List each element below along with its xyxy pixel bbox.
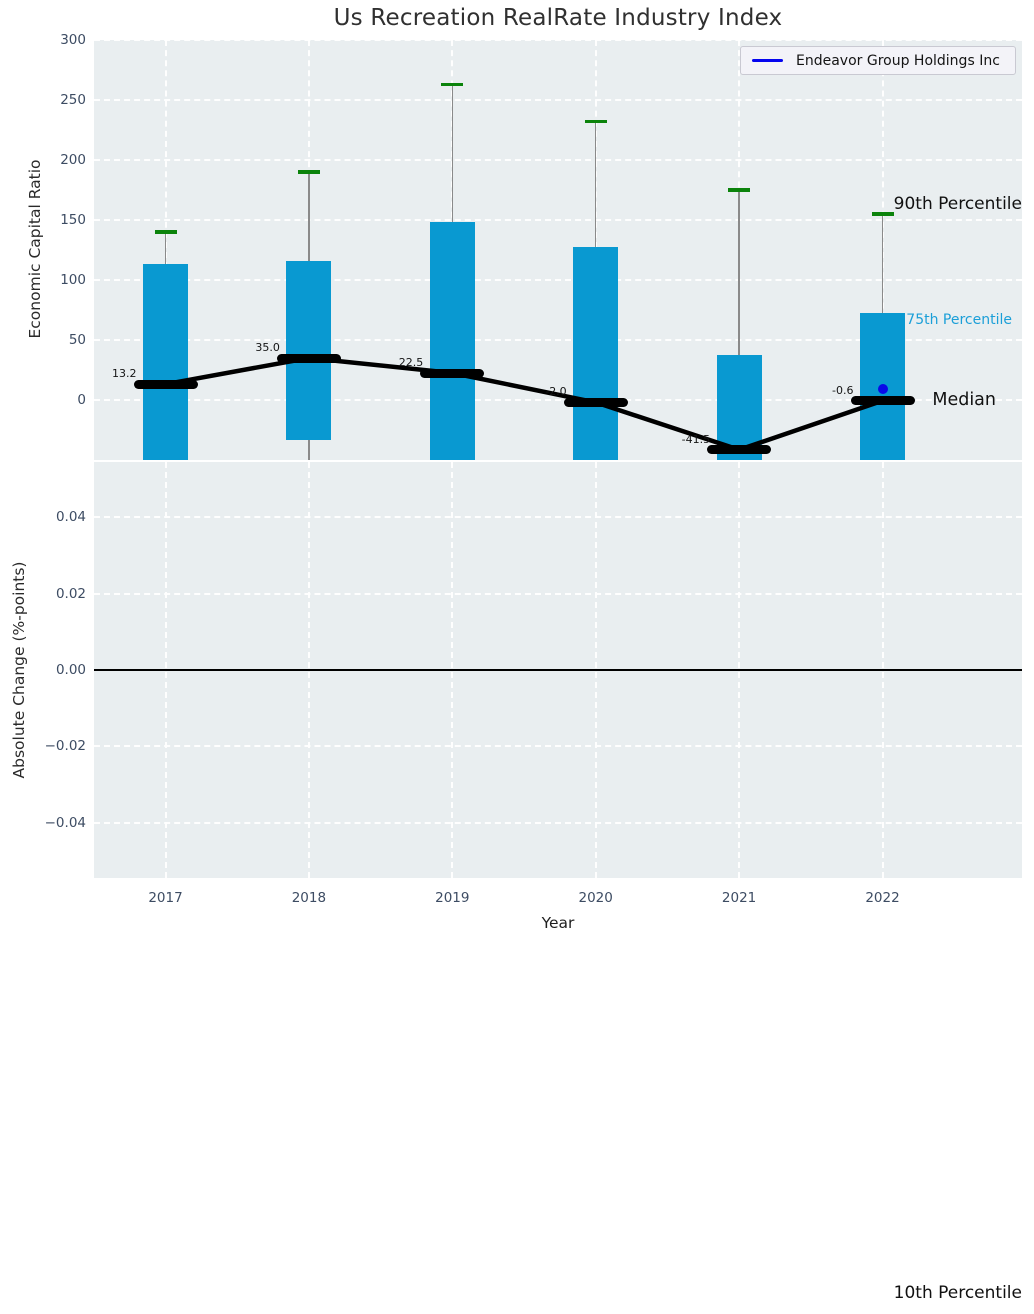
- median-marker: [707, 445, 772, 455]
- top-y-axis-label: Economic Capital Ratio: [26, 159, 44, 339]
- y-tick-label: 0.00: [55, 662, 86, 678]
- gridline: [94, 516, 1022, 519]
- p90-cap: [871, 212, 894, 216]
- median-annotation: Median: [932, 390, 996, 410]
- box-bar: [143, 264, 188, 460]
- p90-cap: [154, 230, 177, 234]
- y-tick-label: 0.02: [55, 585, 86, 602]
- legend-line-icon: [752, 58, 783, 63]
- x-tick-label: 2019: [435, 890, 470, 906]
- y-tick-label: −0.02: [44, 738, 86, 755]
- median-value-label: -41.5: [681, 432, 711, 446]
- whisker-line: [738, 190, 740, 460]
- median-value-label: 13.2: [112, 367, 137, 381]
- median-value-label: 22.5: [398, 356, 424, 369]
- top-subplot-axes: 13.2 35.0 22.5 -2.0 -41.5 -0.6: [94, 40, 1022, 460]
- p90-cap: [441, 82, 464, 86]
- x-tick-label: 2022: [865, 890, 900, 906]
- y-tick-label: 0: [77, 392, 86, 408]
- y-tick-label: −0.04: [44, 814, 86, 831]
- chart-title: Us Recreation RealRate Industry Index: [333, 5, 783, 31]
- gridline: [94, 159, 1022, 161]
- gridline: [94, 40, 1022, 41]
- gridline: [94, 279, 1022, 281]
- y-tick-label: 0.04: [55, 509, 86, 526]
- p90-cap: [728, 188, 751, 192]
- y-tick-label: 250: [60, 92, 86, 108]
- x-tick-label: 2020: [578, 890, 613, 906]
- bottom-y-axis-label: Absolute Change (%-points): [10, 561, 28, 779]
- y-tick-label: 200: [60, 152, 86, 168]
- x-axis-label: Year: [541, 914, 575, 932]
- p90-cap: [584, 120, 607, 124]
- gridline: [94, 592, 1022, 595]
- gridline: [94, 99, 1022, 101]
- gridline: [94, 745, 1022, 748]
- legend: Endeavor Group Holdings Inc: [740, 46, 1016, 75]
- endeavor-data-point: [877, 383, 888, 394]
- x-tick-label: 2018: [291, 890, 327, 906]
- bottom-subplot-axes: [94, 462, 1022, 878]
- zero-reference-line: [94, 669, 1022, 671]
- y-tick-label: 300: [60, 32, 86, 48]
- box-bar: [573, 247, 619, 460]
- x-tick-label: 2021: [721, 890, 757, 906]
- median-marker: [563, 397, 628, 407]
- p90-cap: [297, 170, 320, 174]
- p90-annotation: 90th Percentile: [893, 194, 1022, 214]
- p10-annotation: 10th Percentile: [893, 1283, 1022, 1303]
- gridline: [94, 339, 1022, 341]
- median-marker: [133, 379, 198, 389]
- box-bar: [429, 222, 475, 460]
- gridline: [94, 219, 1022, 221]
- median-marker: [850, 396, 915, 406]
- median-value-label: -0.6: [832, 383, 854, 397]
- median-marker: [276, 353, 341, 363]
- y-tick-label: 150: [60, 212, 86, 228]
- x-tick-label: 2017: [148, 890, 183, 906]
- y-tick-label: 100: [60, 272, 86, 288]
- y-tick-label: 50: [68, 332, 86, 348]
- legend-label: Endeavor Group Holdings Inc: [796, 52, 1000, 69]
- gridline: [94, 399, 1022, 401]
- box-bar: [286, 260, 332, 440]
- median-value-label: 35.0: [255, 341, 280, 354]
- gridline: [94, 821, 1022, 824]
- p75-annotation: 75th Percentile: [906, 312, 1012, 328]
- median-marker: [420, 368, 485, 378]
- median-value-label: -2.0: [545, 385, 567, 399]
